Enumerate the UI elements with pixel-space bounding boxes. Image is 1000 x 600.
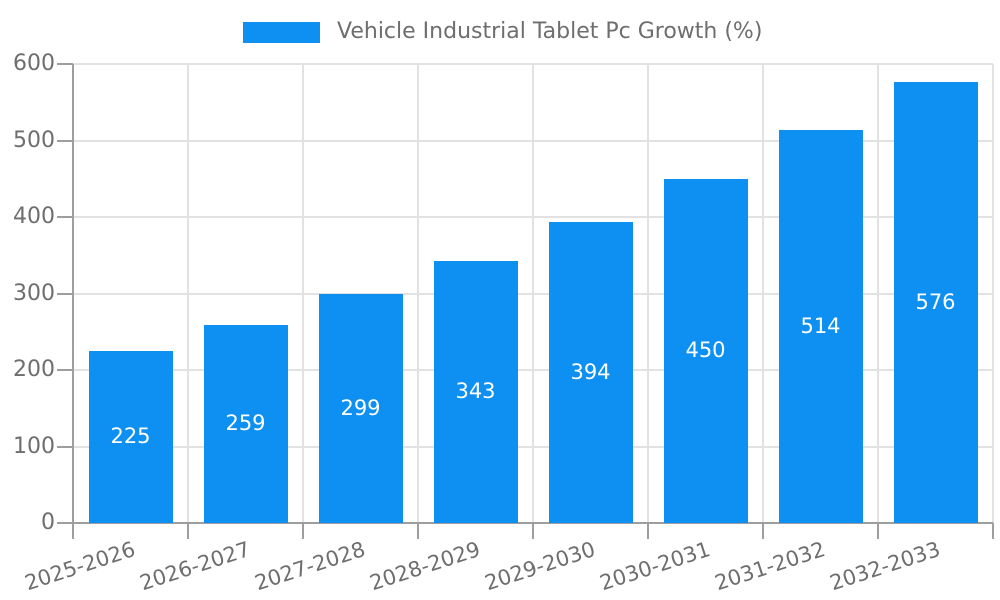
bar-2030-2031[interactable]: 450 [663, 178, 748, 523]
y-axis-line [72, 64, 74, 523]
bar-value-label: 450 [685, 338, 726, 363]
y-axis-tick [57, 216, 73, 218]
bar-value-label: 514 [800, 313, 841, 338]
y-axis-tick [57, 139, 73, 142]
y-axis-label: 100 [13, 433, 55, 459]
bar-2025-2026[interactable]: 225 [88, 350, 173, 523]
y-axis-tick [57, 369, 73, 371]
vertical-gridline [992, 64, 994, 523]
vertical-gridline [877, 64, 879, 523]
bar-2027-2028[interactable]: 299 [318, 294, 403, 523]
y-axis-label: 0 [41, 510, 55, 535]
vertical-gridline [187, 64, 189, 523]
legend-label[interactable]: Vehicle Industrial Tablet Pc Growth (%) [337, 19, 763, 44]
x-axis-tick [647, 523, 649, 539]
x-axis-tick [417, 523, 419, 539]
bar-2028-2029[interactable]: 343 [433, 260, 518, 523]
y-axis-label: 200 [13, 357, 55, 382]
x-axis-tick [992, 523, 994, 539]
x-axis-tick [187, 523, 189, 539]
bar-value-label: 259 [225, 411, 266, 436]
vertical-gridline [532, 64, 534, 523]
x-axis-line [57, 522, 993, 524]
y-axis-tick [57, 445, 73, 448]
bar-value-label: 225 [110, 424, 151, 449]
y-axis-tick [57, 63, 73, 65]
x-axis-tick [877, 523, 879, 539]
x-axis-tick [532, 523, 534, 539]
bar-value-label: 343 [455, 379, 496, 404]
bar-value-label: 394 [570, 359, 611, 384]
y-axis-label: 600 [13, 51, 55, 76]
legend-swatch-icon[interactable] [243, 22, 320, 43]
bar-value-label: 299 [340, 396, 381, 421]
x-axis-tick [302, 523, 304, 539]
bar-2031-2032[interactable]: 514 [778, 129, 863, 523]
y-axis-label: 300 [13, 280, 55, 306]
bar-2032-2033[interactable]: 576 [893, 82, 978, 523]
x-axis-tick [762, 523, 764, 539]
vertical-gridline [417, 64, 419, 523]
y-axis-tick [57, 292, 73, 295]
bar-2029-2030[interactable]: 394 [548, 221, 633, 523]
vertical-gridline [762, 64, 764, 523]
bar-value-label: 576 [915, 290, 956, 315]
x-axis-tick [72, 523, 74, 539]
y-axis-label: 400 [13, 204, 55, 229]
bar-2026-2027[interactable]: 259 [203, 324, 288, 523]
y-axis-label: 500 [13, 127, 55, 153]
vertical-gridline [302, 64, 304, 523]
vertical-gridline [647, 64, 649, 523]
